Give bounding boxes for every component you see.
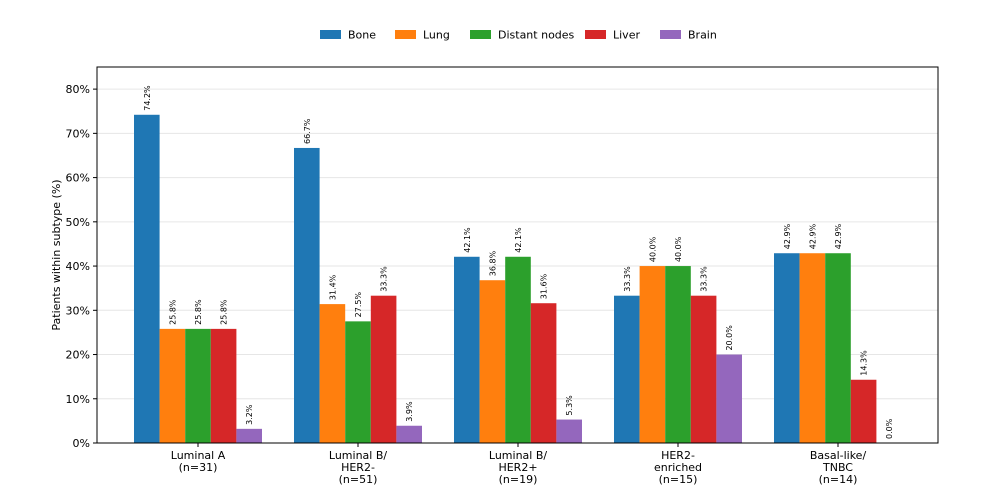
data-label: 27.5% <box>354 292 363 318</box>
legend-label: Distant nodes <box>498 29 575 42</box>
y-tick-label: 80% <box>66 83 90 96</box>
bars-layer <box>134 114 877 444</box>
bar <box>799 253 826 443</box>
bar <box>556 419 582 443</box>
legend-swatch <box>320 30 341 39</box>
data-label: 14.3% <box>860 350 869 376</box>
bar <box>454 256 480 443</box>
x-tick-label: (n=19) <box>499 473 538 486</box>
bar <box>210 328 237 443</box>
legend-label: Liver <box>613 29 640 42</box>
legend-swatch <box>660 30 681 39</box>
y-tick-label: 0% <box>73 437 90 450</box>
y-axis-label: Patients within subtype (%) <box>50 179 63 330</box>
data-label: 33.3% <box>380 266 389 292</box>
x-tick-label: enriched <box>654 461 702 474</box>
data-label: 0.0% <box>885 418 894 439</box>
y-tick-label: 70% <box>66 127 90 140</box>
data-label: 40.0% <box>648 236 657 262</box>
bar <box>774 253 800 443</box>
x-tick-label: (n=51) <box>339 473 378 486</box>
data-label: 42.9% <box>834 223 843 249</box>
legend: Bone Lung Distant nodes Liver Brain <box>320 29 717 42</box>
bar <box>185 328 211 443</box>
bar <box>479 280 506 443</box>
data-label: 42.9% <box>783 223 792 249</box>
x-tick-label: Luminal B/ <box>329 449 387 462</box>
x-tick-label: TNBC <box>822 461 853 474</box>
data-label: 5.3% <box>565 395 574 416</box>
bar <box>716 354 742 443</box>
bar <box>690 295 717 443</box>
legend-label: Bone <box>348 29 376 42</box>
data-label: 25.8% <box>220 299 229 325</box>
bar <box>159 328 186 443</box>
bar <box>530 303 557 443</box>
x-tick-label: Luminal A <box>171 449 226 462</box>
x-tick-label: HER2- <box>341 461 375 474</box>
x-tick-label: Basal-like/ <box>810 449 867 462</box>
data-labels-layer: 74.2% 25.8% 25.8% 25.8% 3.2% 66.7% 31.4% 27.5% 3… <box>143 85 894 439</box>
bar <box>505 256 531 443</box>
data-label: 25.8% <box>168 299 177 325</box>
x-tick-label: (n=14) <box>819 473 858 486</box>
bar <box>319 304 346 443</box>
x-tick-label: HER2+ <box>498 461 537 474</box>
bar <box>825 253 851 443</box>
bar <box>134 114 160 444</box>
data-label: 31.4% <box>328 274 337 300</box>
bar <box>614 295 640 443</box>
legend-swatch <box>470 30 491 39</box>
data-label: 20.0% <box>725 325 734 351</box>
bar <box>294 147 320 443</box>
data-label: 66.7% <box>303 118 312 144</box>
data-label: 42.1% <box>463 227 472 253</box>
bar <box>396 425 422 443</box>
data-label: 33.3% <box>623 266 632 292</box>
bar <box>236 428 262 443</box>
y-tick-label: 10% <box>66 393 90 406</box>
bar <box>665 266 691 443</box>
data-label: 36.8% <box>488 250 497 276</box>
bar <box>850 379 877 443</box>
data-label: 25.8% <box>194 299 203 325</box>
bar <box>345 321 371 443</box>
bar <box>639 266 666 443</box>
data-label: 42.9% <box>808 223 817 249</box>
data-label: 3.9% <box>405 401 414 422</box>
data-label: 3.2% <box>245 404 254 425</box>
legend-swatch <box>395 30 416 39</box>
y-tick-label: 30% <box>66 304 90 317</box>
data-label: 33.3% <box>700 266 709 292</box>
y-tick-label: 50% <box>66 216 90 229</box>
y-tick-label: 60% <box>66 172 90 185</box>
data-label: 40.0% <box>674 236 683 262</box>
legend-swatch <box>585 30 606 39</box>
x-tick-label: Luminal B/ <box>489 449 547 462</box>
data-label: 74.2% <box>143 85 152 111</box>
legend-label: Lung <box>423 29 450 42</box>
axis-layer: 0% 10% 20% 30% 40% 50% 60% 70% 80% Luminal A(n=31… <box>66 83 867 486</box>
bar <box>370 295 397 443</box>
x-tick-label: (n=31) <box>179 461 218 474</box>
legend-label: Brain <box>688 29 717 42</box>
y-tick-label: 20% <box>66 349 90 362</box>
x-tick-label: HER2- <box>661 449 695 462</box>
data-label: 31.6% <box>540 273 549 299</box>
data-label: 42.1% <box>514 227 523 253</box>
y-tick-label: 40% <box>66 260 90 273</box>
x-tick-label: (n=15) <box>659 473 698 486</box>
